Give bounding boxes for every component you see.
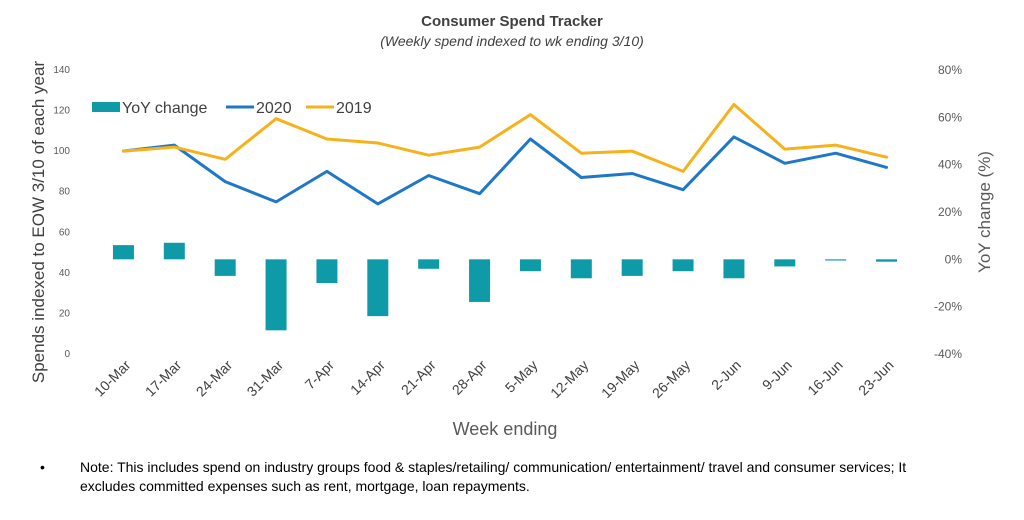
y-right-tick-label: 60% xyxy=(938,110,962,124)
yoy-bar xyxy=(265,259,287,331)
x-tick-label: 28-Apr xyxy=(449,357,490,398)
yoy-bar xyxy=(621,259,643,276)
chart-canvas: 0 20 40 60 80 100 120 140 -40% -20% 0% 20% 40% 60% 80%… xyxy=(29,61,994,439)
x-tick-label: 17-Mar xyxy=(142,357,185,400)
x-tick-label: 26-May xyxy=(649,357,693,401)
yoy-bar xyxy=(519,259,541,272)
yoy-bar xyxy=(112,245,134,260)
y-right-tick-label: 80% xyxy=(938,63,962,77)
x-tick-label: 19-May xyxy=(598,357,642,401)
yoy-bar xyxy=(672,259,694,272)
y-left-tick-label: 40 xyxy=(59,268,71,279)
x-tick-label: 5-May xyxy=(502,357,541,396)
y-right-tick-label: -40% xyxy=(934,347,962,361)
x-axis-title: Week ending xyxy=(453,419,558,439)
x-tick-label: 31-Mar xyxy=(244,357,287,400)
y-left-tick-label: 140 xyxy=(53,65,70,76)
x-tick-label: 10-Mar xyxy=(91,357,134,400)
footnote-bullet: • xyxy=(40,459,45,475)
y-right-tick-label: -20% xyxy=(934,300,962,314)
y-left-axis-title: Spends indexed to EOW 3/10 of each year xyxy=(29,61,48,384)
legend-swatch-YoY change xyxy=(92,102,120,112)
yoy-bar xyxy=(570,259,592,279)
legend-label-YoY change: YoY change xyxy=(122,100,208,117)
legend-label-2020: 2020 xyxy=(256,100,292,117)
y-left-tick-label: 120 xyxy=(53,106,70,117)
chart-subtitle: (Weekly spend indexed to wk ending 3/10) xyxy=(380,33,644,49)
yoy-bar xyxy=(367,259,389,317)
y-left-tick-label: 20 xyxy=(59,308,71,319)
yoy-bar xyxy=(876,259,898,262)
yoy-bar xyxy=(469,259,491,302)
y-left-tick-label: 100 xyxy=(53,146,70,157)
yoy-bar xyxy=(774,259,796,267)
x-tick-label: 2-Jun xyxy=(708,357,744,393)
yoy-bar xyxy=(723,259,745,279)
x-tick-label: 9-Jun xyxy=(759,357,795,393)
x-tick-label: 16-Jun xyxy=(804,357,846,399)
y-left-tick-label: 60 xyxy=(59,227,71,238)
y-left-tick-label: 80 xyxy=(59,187,71,198)
x-tick-label: 7-Apr xyxy=(302,357,338,393)
yoy-bar xyxy=(163,242,185,260)
yoy-bar xyxy=(316,259,338,283)
x-tick-label: 14-Apr xyxy=(347,357,388,398)
legend-label-2019: 2019 xyxy=(336,100,372,117)
chart-title: Consumer Spend Tracker xyxy=(421,13,603,30)
y-right-tick-label: 40% xyxy=(938,158,962,172)
yoy-bar xyxy=(418,259,440,269)
x-tick-label: 24-Mar xyxy=(193,357,236,400)
footnote-text: Note: This includes spend on industry gr… xyxy=(80,459,907,494)
x-tick-label: 21-Apr xyxy=(398,357,439,398)
x-tick-label: 12-May xyxy=(547,357,591,401)
yoy-bar xyxy=(825,259,847,261)
series-line-2020 xyxy=(121,135,889,206)
y-right-axis-title: YoY change (%) xyxy=(975,151,994,273)
yoy-bar xyxy=(214,259,236,276)
series-line-2019 xyxy=(121,103,889,173)
y-right-tick-label: 0% xyxy=(945,252,963,266)
x-tick-label: 23-Jun xyxy=(855,357,897,399)
y-left-tick-label: 0 xyxy=(64,349,70,360)
y-right-tick-label: 20% xyxy=(938,205,962,219)
